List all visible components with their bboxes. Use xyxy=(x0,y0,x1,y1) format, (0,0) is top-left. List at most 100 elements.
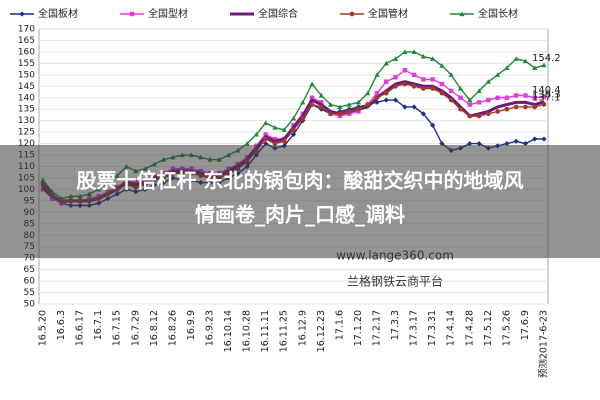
point xyxy=(281,138,287,144)
y-tick-label: 140 xyxy=(18,93,35,103)
y-tick-label: 145 xyxy=(18,82,35,92)
x-tick-label: 17.4.28 xyxy=(464,310,475,346)
point xyxy=(476,100,482,105)
x-tick-label: 预测2017-6-23 xyxy=(539,310,550,378)
y-tick-label: 125 xyxy=(18,128,35,138)
x-tick-label: 17.3.17 xyxy=(409,310,420,346)
point xyxy=(263,120,269,126)
point xyxy=(532,65,538,71)
x-tick-label: 16.8.12 xyxy=(149,310,160,346)
point xyxy=(513,104,519,110)
point xyxy=(281,127,287,132)
point xyxy=(420,53,426,59)
legend-label: 全国管材 xyxy=(368,7,408,20)
x-tick-label: 16.11.25 xyxy=(279,310,290,352)
y-tick-label: 60 xyxy=(24,277,36,287)
point xyxy=(402,81,408,87)
x-tick-label: 16.12.9 xyxy=(297,310,308,346)
x-tick-label: 16.6.17 xyxy=(75,310,86,346)
point xyxy=(541,94,547,100)
legend-label: 全国板材 xyxy=(38,7,78,20)
point xyxy=(319,100,324,105)
point xyxy=(486,97,491,103)
x-tick-label: 17.1.20 xyxy=(353,310,364,346)
point xyxy=(523,104,528,110)
point xyxy=(365,90,371,96)
point xyxy=(355,99,362,105)
banner-background xyxy=(0,145,600,258)
point xyxy=(541,102,547,107)
point xyxy=(541,136,547,142)
point xyxy=(504,106,510,112)
point xyxy=(411,72,417,78)
x-tick-label: 16.8.26 xyxy=(167,310,178,346)
point xyxy=(392,56,399,61)
x-tick-label: 16.7.29 xyxy=(130,310,141,346)
x-tick-label: 16.5.20 xyxy=(38,310,49,346)
x-tick-label: 17.5.26 xyxy=(501,310,512,346)
point xyxy=(495,95,500,100)
banner-text: 股票十倍杠杆 东北的锅包肉：酸甜交织中的地域风 xyxy=(77,169,524,193)
legend-marker xyxy=(459,11,465,17)
point xyxy=(449,88,454,94)
point xyxy=(383,97,389,103)
point xyxy=(439,81,445,87)
x-tick-label: 16.10.14 xyxy=(223,310,234,352)
point xyxy=(365,102,371,107)
point xyxy=(457,85,464,91)
point xyxy=(346,102,352,107)
point xyxy=(393,83,398,89)
legend-marker xyxy=(129,11,135,17)
point xyxy=(290,131,297,138)
point xyxy=(263,140,269,147)
point xyxy=(337,111,343,117)
point xyxy=(430,77,435,82)
point xyxy=(485,111,491,117)
point xyxy=(411,49,417,54)
point xyxy=(309,102,315,107)
legend-marker xyxy=(349,11,355,17)
x-tick-label: 16.12.23 xyxy=(316,310,327,352)
point xyxy=(532,104,538,110)
x-tick-label: 17.1.6 xyxy=(334,310,345,340)
point xyxy=(513,93,519,98)
point xyxy=(513,56,519,61)
point xyxy=(384,79,389,84)
x-tick-label: 17.4.14 xyxy=(446,310,457,346)
y-tick-label: 150 xyxy=(18,70,35,80)
point xyxy=(495,109,500,114)
x-tick-label: 16.6.3 xyxy=(56,310,67,340)
y-tick-label: 155 xyxy=(18,59,35,69)
point xyxy=(467,113,473,119)
point xyxy=(291,127,296,133)
point xyxy=(467,140,473,147)
x-tick-label: 16.9.9 xyxy=(186,310,197,340)
point xyxy=(392,97,399,103)
end-label: 137.1 xyxy=(532,92,561,103)
x-tick-label: 16.7.1 xyxy=(93,310,104,340)
point xyxy=(430,56,436,61)
y-tick-label: 65 xyxy=(24,265,35,275)
point xyxy=(374,72,380,77)
watermark: 兰格钢铁云商平台 xyxy=(347,274,443,289)
x-tick-label: 17.2.17 xyxy=(372,310,383,346)
y-tick-label: 55 xyxy=(24,288,35,298)
point xyxy=(383,90,389,96)
point xyxy=(476,140,482,147)
y-tick-label: 160 xyxy=(18,47,35,57)
point xyxy=(476,88,482,93)
legend-marker xyxy=(19,11,25,17)
point xyxy=(393,74,398,80)
end-label: 138.3 xyxy=(532,90,561,101)
point xyxy=(300,99,306,105)
y-tick-label: 170 xyxy=(18,25,35,35)
point xyxy=(383,60,389,66)
x-tick-label: 16.10.28 xyxy=(242,310,253,352)
legend-label: 全国综合 xyxy=(258,7,298,20)
point xyxy=(421,86,426,91)
point xyxy=(522,140,529,147)
point xyxy=(253,131,259,137)
end-label: 154.2 xyxy=(532,53,561,64)
point xyxy=(263,132,268,137)
